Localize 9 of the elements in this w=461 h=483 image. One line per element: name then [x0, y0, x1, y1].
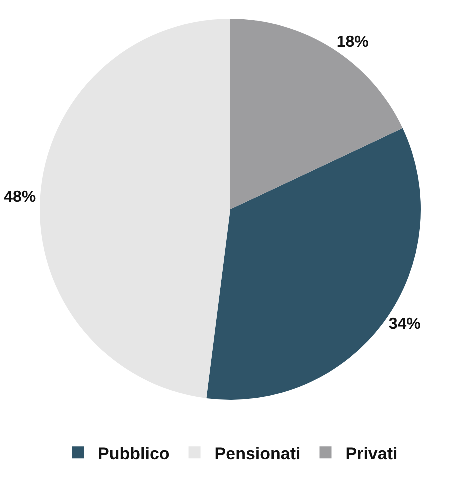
data-label: 34%: [388, 316, 421, 333]
pie-slice: [206, 128, 421, 400]
legend-label: Pubblico: [98, 444, 170, 464]
data-label: 18%: [336, 34, 369, 52]
data-label: 48%: [4, 189, 36, 206]
legend-label: Privati: [346, 444, 398, 464]
pie-slice: [230, 19, 403, 210]
pie-slice: [40, 19, 230, 398]
legend-label: Pensionati: [214, 444, 301, 464]
